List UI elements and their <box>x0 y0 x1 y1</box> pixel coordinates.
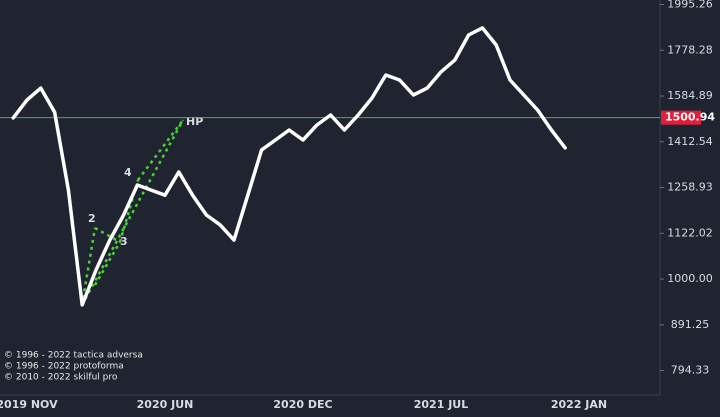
price-line-series <box>11 26 567 307</box>
dashed-line <box>94 226 121 244</box>
price-label: 1500.94 <box>665 111 715 124</box>
y-tick-label: 891.25 <box>671 318 710 331</box>
y-tick-label: 794.33 <box>671 364 710 377</box>
y-tick-label: 1412.54 <box>667 135 713 148</box>
x-tick-label: 2019 NOV <box>0 398 58 411</box>
annotation: 4 <box>124 166 132 179</box>
y-tick-label: 1122.02 <box>667 226 713 239</box>
copyright: © 1996 - 2022 protoforma <box>4 362 124 372</box>
dashed-line <box>137 119 184 181</box>
price-label-bg <box>661 110 701 125</box>
x-tick-label: 2022 JAN <box>551 398 607 411</box>
dashed-line <box>80 227 97 306</box>
annotation: 3 <box>120 235 128 248</box>
dashed-line <box>93 241 122 286</box>
y-tick-label: 1995.26 <box>667 0 713 11</box>
annotation: 2 <box>88 212 96 225</box>
pattern-lines <box>80 119 185 306</box>
x-tick-label: 2020 JUN <box>137 398 194 411</box>
annotation: HP <box>186 115 203 128</box>
copyright: © 1996 - 2022 tactica adversa <box>4 351 143 361</box>
x-tick-label: 2021 JUL <box>414 398 468 411</box>
x-tick-label: 2020 DEC <box>273 398 332 411</box>
y-tick-label: 1778.28 <box>667 43 713 56</box>
y-tick-label: 1584.89 <box>667 89 713 102</box>
y-tick-label: 1258.93 <box>667 181 713 194</box>
dashed-line <box>80 119 185 306</box>
y-tick-label: 1000.00 <box>667 272 713 285</box>
copyright: © 2010 - 2022 skilful pro <box>4 373 118 383</box>
